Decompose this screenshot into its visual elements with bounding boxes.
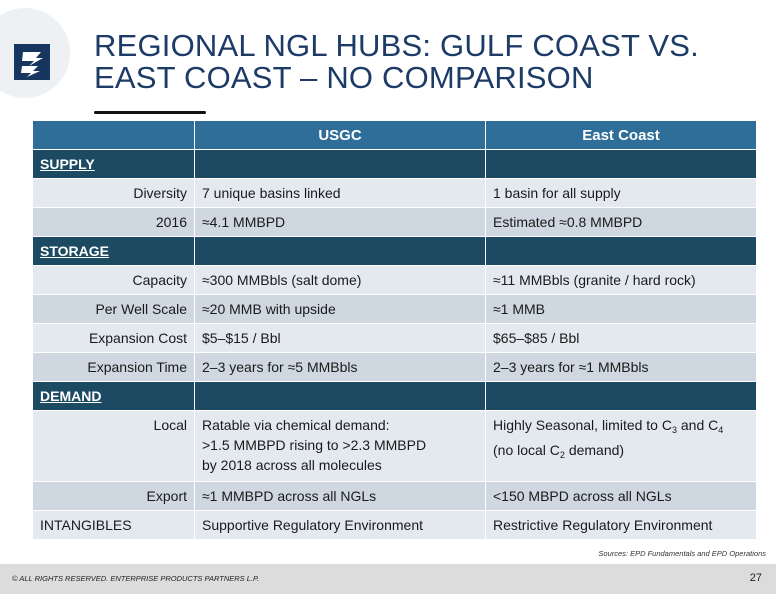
usgc-cell: Supportive Regulatory Environment (194, 510, 486, 540)
header-usgc: USGC (194, 120, 486, 150)
section-label-storage: STORAGE (32, 236, 195, 266)
sources-note: Sources: EPD Fundamentals and EPD Operat… (598, 549, 766, 558)
page-number: 27 (749, 572, 762, 584)
east-coast-cell: Restrictive Regulatory Environment (485, 510, 757, 540)
table-row-expansion-cost: Expansion Cost $5–$15 / Bbl $65–$85 / Bb… (32, 323, 757, 353)
section-row-storage: STORAGE (32, 236, 757, 266)
header-east-coast: East Coast (485, 120, 757, 150)
section-label-supply: SUPPLY (32, 149, 195, 179)
section-row-supply: SUPPLY (32, 149, 757, 179)
text: demand) (564, 442, 625, 458)
title-line-2: EAST COAST – NO COMPARISON (94, 60, 594, 95)
page-title: REGIONAL NGL HUBS: GULF COAST VS. EAST C… (94, 30, 754, 94)
section-cell (194, 149, 486, 179)
row-label: 2016 (32, 207, 195, 237)
east-coast-cell: ≈11 MMBbls (granite / hard rock) (485, 265, 757, 295)
usgc-cell: ≈1 MMBPD across all NGLs (194, 481, 486, 511)
subscript: 3 (671, 425, 677, 435)
header-blank (32, 120, 195, 150)
subscript: 2 (559, 450, 565, 460)
usgc-local-line-1: Ratable via chemical demand: (202, 417, 390, 433)
east-local-line-1: Highly Seasonal, limited to C3 and C4 (493, 415, 749, 440)
east-coast-cell: $65–$85 / Bbl (485, 323, 757, 353)
copyright-text: © ALL RIGHTS RESERVED. ENTERPRISE PRODUC… (12, 574, 260, 583)
footer-bar: © ALL RIGHTS RESERVED. ENTERPRISE PRODUC… (0, 564, 776, 594)
section-cell (485, 381, 757, 411)
title-underline (94, 111, 206, 114)
text: (no local C (493, 442, 560, 458)
east-local-line-2: (no local C2 demand) (493, 440, 749, 465)
east-coast-cell: 1 basin for all supply (485, 178, 757, 208)
table-header-row: USGC East Coast (32, 120, 757, 150)
table-row-local: Local Ratable via chemical demand: >1.5 … (32, 410, 757, 482)
usgc-local-line-3: by 2018 across all molecules (202, 457, 382, 473)
title-line-1: REGIONAL NGL HUBS: GULF COAST VS. (94, 28, 699, 63)
row-label: Local (32, 410, 195, 482)
row-label: INTANGIBLES (32, 510, 195, 540)
usgc-cell: Ratable via chemical demand: >1.5 MMBPD … (194, 410, 486, 482)
table-row-export: Export ≈1 MMBPD across all NGLs <150 MBP… (32, 481, 757, 511)
section-label-demand: DEMAND (32, 381, 195, 411)
usgc-cell: 7 unique basins linked (194, 178, 486, 208)
east-coast-cell: 2–3 years for ≈1 MMBbls (485, 352, 757, 382)
row-label: Per Well Scale (32, 294, 195, 324)
usgc-cell: $5–$15 / Bbl (194, 323, 486, 353)
table-row-per-well-scale: Per Well Scale ≈20 MMB with upside ≈1 MM… (32, 294, 757, 324)
table-row-intangibles: INTANGIBLES Supportive Regulatory Enviro… (32, 510, 757, 540)
east-coast-cell: Estimated ≈0.8 MMBPD (485, 207, 757, 237)
table-row-2016: 2016 ≈4.1 MMBPD Estimated ≈0.8 MMBPD (32, 207, 757, 237)
text: Highly Seasonal, limited to C (493, 417, 672, 433)
row-label: Capacity (32, 265, 195, 295)
table-row-diversity: Diversity 7 unique basins linked 1 basin… (32, 178, 757, 208)
east-coast-cell: Highly Seasonal, limited to C3 and C4 (n… (485, 410, 757, 482)
usgc-local-line-2: >1.5 MMBPD rising to >2.3 MMBPD (202, 437, 427, 453)
row-label: Diversity (32, 178, 195, 208)
section-row-demand: DEMAND (32, 381, 757, 411)
east-coast-cell: ≈1 MMB (485, 294, 757, 324)
subscript: 4 (718, 425, 724, 435)
usgc-cell: ≈300 MMBbls (salt dome) (194, 265, 486, 295)
section-cell (485, 236, 757, 266)
comparison-table: USGC East Coast SUPPLY Diversity 7 uniqu… (32, 120, 757, 540)
usgc-cell: ≈4.1 MMBPD (194, 207, 486, 237)
row-label: Export (32, 481, 195, 511)
section-cell (485, 149, 757, 179)
usgc-cell: 2–3 years for ≈5 MMBbls (194, 352, 486, 382)
company-logo (14, 44, 50, 80)
east-coast-cell: <150 MBPD across all NGLs (485, 481, 757, 511)
row-label: Expansion Cost (32, 323, 195, 353)
usgc-cell: ≈20 MMB with upside (194, 294, 486, 324)
section-cell (194, 381, 486, 411)
row-label: Expansion Time (32, 352, 195, 382)
section-cell (194, 236, 486, 266)
table-row-capacity: Capacity ≈300 MMBbls (salt dome) ≈11 MMB… (32, 265, 757, 295)
table-row-expansion-time: Expansion Time 2–3 years for ≈5 MMBbls 2… (32, 352, 757, 382)
text: and C (677, 417, 719, 433)
